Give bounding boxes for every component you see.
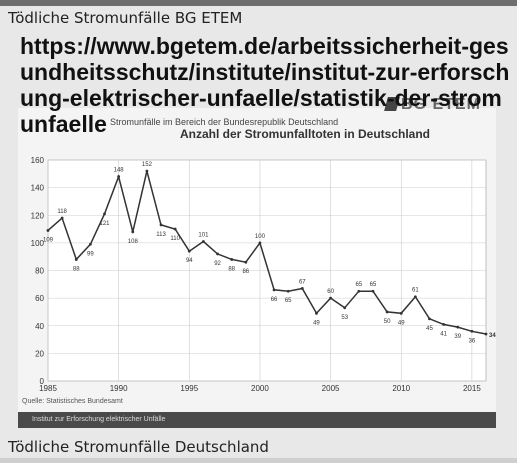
chart-source: Quelle: Statistisches Bundesamt	[22, 398, 123, 405]
data-label: 86	[242, 269, 249, 275]
data-label: 152	[142, 162, 153, 168]
chart-footer-bar: Institut zur Erforschung elektrischer Un…	[18, 412, 496, 428]
bottom-strip	[0, 458, 517, 463]
data-label: 113	[156, 232, 166, 238]
data-label: 92	[214, 261, 221, 267]
data-label: 49	[313, 320, 320, 326]
footer-text: Institut zur Erforschung elektrischer Un…	[32, 416, 166, 423]
data-point	[173, 227, 177, 231]
data-point	[202, 240, 205, 243]
data-point	[343, 306, 347, 310]
top-bar	[0, 0, 517, 6]
data-label: 118	[57, 209, 67, 215]
x-tick-label: 1985	[39, 384, 57, 393]
logo-text: BG ETEM	[401, 96, 481, 113]
data-label: 94	[186, 258, 193, 264]
x-tick-label: 1995	[180, 384, 198, 393]
data-label: 34	[489, 333, 496, 339]
y-tick-label: 40	[35, 322, 44, 331]
chart-title: Anzahl der Stromunfalltoten in Deutschla…	[180, 127, 431, 141]
y-tick-label: 120	[31, 211, 45, 220]
data-label: 99	[87, 251, 94, 257]
data-label: 109	[43, 237, 54, 243]
data-label: 41	[440, 331, 447, 337]
data-label: 53	[341, 315, 348, 321]
data-point	[159, 223, 163, 227]
data-point	[258, 241, 262, 245]
x-tick-label: 1990	[110, 384, 128, 393]
data-point	[74, 258, 78, 261]
data-label: 66	[271, 297, 278, 303]
url-overlay-text: https://www.bgetem.de/arbeitssicherheit-…	[20, 33, 510, 137]
y-tick-label: 20	[35, 349, 44, 358]
data-point	[329, 296, 332, 300]
data-label: 121	[100, 221, 111, 227]
data-label: 50	[384, 319, 391, 325]
data-label: 88	[73, 266, 80, 272]
chart-subtitle: Stromunfälle im Bereich der Bundesrepubl…	[110, 117, 339, 127]
x-tick-label: 2015	[463, 384, 481, 393]
data-point	[187, 249, 191, 253]
data-point	[484, 332, 488, 336]
data-label: 108	[128, 239, 139, 245]
data-point	[357, 289, 361, 293]
data-point	[286, 289, 290, 293]
data-point	[117, 175, 121, 178]
data-label: 65	[355, 282, 362, 288]
data-label: 101	[198, 232, 209, 238]
data-point	[442, 322, 446, 326]
data-label: 36	[469, 338, 476, 344]
y-tick-label: 0	[40, 377, 45, 386]
data-point	[413, 295, 417, 299]
data-point	[244, 260, 248, 264]
data-point	[272, 288, 276, 292]
data-point	[470, 329, 474, 333]
data-label: 148	[114, 168, 125, 174]
data-label: 39	[454, 334, 461, 340]
data-label: 60	[327, 289, 334, 295]
data-point	[456, 325, 460, 329]
data-point	[88, 242, 92, 246]
data-label: 110	[170, 236, 180, 242]
data-point	[60, 216, 64, 220]
y-tick-label: 60	[35, 294, 44, 303]
data-point	[145, 169, 149, 173]
data-point	[300, 287, 304, 290]
data-label: 67	[299, 279, 306, 285]
caption-bottom: Tödliche Stromunfälle Deutschland	[8, 438, 269, 456]
x-tick-label: 2000	[251, 384, 269, 393]
data-point	[399, 311, 403, 315]
data-label: 49	[398, 320, 405, 326]
x-tick-label: 2010	[392, 384, 410, 393]
data-point	[230, 258, 234, 261]
data-point	[371, 289, 375, 293]
line-chart: 0 20 40 60 80 100 120 140 160 1985 1990 1995 2000 200…	[31, 156, 496, 393]
data-point	[216, 252, 219, 256]
data-label: 65	[285, 298, 292, 304]
y-tick-label: 140	[31, 184, 45, 193]
data-point	[385, 310, 389, 314]
data-point	[428, 317, 431, 321]
data-point	[103, 212, 106, 216]
data-label: 88	[228, 266, 235, 272]
y-tick-label: 100	[31, 239, 45, 248]
series-line	[47, 170, 487, 335]
caption-top: Tödliche Stromunfälle BG ETEM	[8, 9, 243, 27]
data-label: 100	[255, 234, 266, 240]
data-point	[46, 229, 50, 232]
y-tick-label: 80	[35, 267, 44, 276]
data-point	[315, 311, 318, 315]
x-tick-label: 2005	[322, 384, 340, 393]
data-label: 61	[412, 288, 419, 294]
data-label: 65	[370, 282, 377, 288]
bg-etem-logo: BG ETEM	[384, 96, 481, 114]
data-label: 45	[426, 326, 433, 332]
y-tick-label: 160	[31, 156, 45, 165]
data-point	[131, 230, 135, 234]
